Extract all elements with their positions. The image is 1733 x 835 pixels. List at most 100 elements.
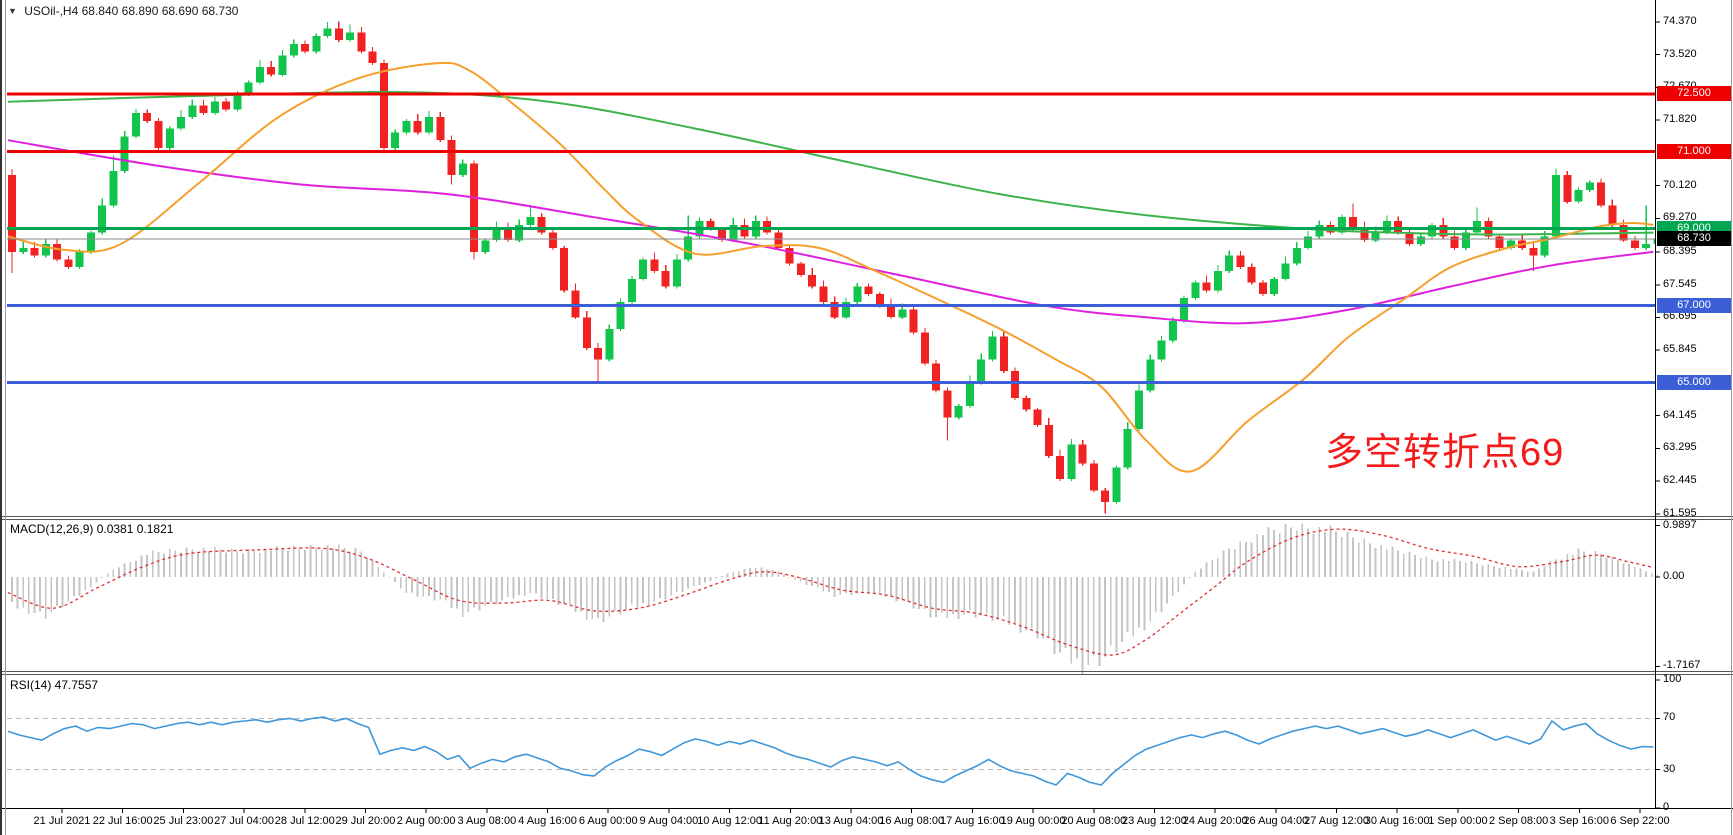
macd-bar [270,550,272,577]
macd-bar [1273,529,1275,577]
macd-bar [1307,528,1309,577]
candle-body [470,163,479,252]
macd-bar [1633,567,1636,577]
candle-body [1382,221,1391,233]
collapse-arrow-icon[interactable]: ▼ [8,6,17,16]
candle-body [943,390,952,418]
candle-body [222,101,231,110]
price-axis-label: 71.820 [1663,113,1697,126]
macd-bar [1622,563,1625,577]
macd-bar [123,563,126,577]
macd-bar [940,577,943,613]
candle-body [1653,239,1655,245]
candle-body [1135,390,1143,429]
candle-body [1574,190,1583,202]
macd-bar [1278,532,1281,577]
macd-bar [1267,527,1270,577]
macd-bar [50,577,53,613]
candle-body [334,28,343,40]
candle-body [1191,282,1200,298]
price-axis-label: 68.395 [1663,245,1697,258]
macd-bar [1166,577,1168,604]
candle-body [402,120,411,133]
macd-indicator-label: MACD(12,26,9) 0.0381 0.1821 [10,522,174,536]
macd-bar [1143,577,1146,631]
macd-bar [1008,577,1011,625]
candle-body [244,82,253,94]
time-axis-label: 17 Aug 16:00 [939,815,1005,827]
macd-bar [1605,557,1608,577]
macd-bar [1104,577,1106,657]
macd-bar [935,577,937,618]
macd-bar [1098,577,1101,667]
candle-body [1506,240,1515,248]
macd-bar [799,577,802,582]
time-axis-label: 20 Aug 08:00 [1061,815,1127,827]
macd-bar [574,577,577,612]
macd-bar [1284,524,1287,577]
candle-body [650,259,659,271]
candle-body [729,224,738,241]
macd-bar [1583,551,1585,577]
macd-bar [320,549,323,577]
macd-bar [552,577,554,599]
macd-bar [411,577,413,593]
macd-bar [895,577,898,602]
macd-bar [692,577,695,586]
macd-bar [106,573,109,577]
macd-bar [1560,559,1563,577]
macd-bar [923,577,926,609]
candle-body [1259,282,1267,295]
macd-bar [1543,566,1546,577]
candle-body [1078,444,1087,464]
macd-bar [704,577,706,583]
candle-body [1439,224,1448,237]
rsi-axis-label: 70 [1663,711,1676,724]
candle-body [763,221,772,233]
macd-bar [1566,554,1569,577]
macd-bar [546,577,549,599]
macd-bar [630,577,633,605]
macd-bar [737,571,740,577]
macd-bar [985,577,988,614]
candle-body [289,43,298,56]
symbol-period-label: USOil-,H4 [24,4,79,18]
price-badge-71.000: 71.000 [1657,143,1731,159]
candle-body [1495,236,1504,248]
candle-body [41,244,50,256]
macd-bar [1487,564,1490,577]
macd-bar [1301,523,1304,577]
candle-body [98,205,107,233]
macd-bar [337,544,340,577]
candle-body [1180,298,1189,322]
macd-bar [78,577,81,596]
macd-bar [315,547,318,577]
macd-signal-line [7,528,1654,656]
ma-fast-line [7,61,1654,473]
macd-bar [33,577,36,613]
macd-bar [1380,544,1383,577]
macd-bar [749,568,751,577]
macd-bar [118,567,120,577]
macd-bar [326,544,329,577]
price-axis-label: 62.445 [1663,474,1697,487]
macd-axis-label: -1.7167 [1663,659,1701,672]
price-axis-label: 74.370 [1663,15,1697,27]
ma-slow-line [7,90,1654,236]
macd-bar [264,548,267,577]
macd-bar [901,577,904,601]
candle-body [1529,248,1538,256]
macd-bar [1470,561,1473,577]
time-axis-label: 30 Aug 16:00 [1364,815,1430,827]
candle-body [819,286,828,302]
macd-bar [1335,531,1337,577]
candle-body [30,248,39,256]
macd-bar [1064,577,1067,649]
macd-bar [512,577,515,599]
annotation-text[interactable]: 多空转折点69 [1325,432,1565,474]
macd-bar [506,577,509,597]
candle-body [1563,174,1572,202]
macd-bar [1385,549,1388,577]
macd-bar [580,577,582,612]
